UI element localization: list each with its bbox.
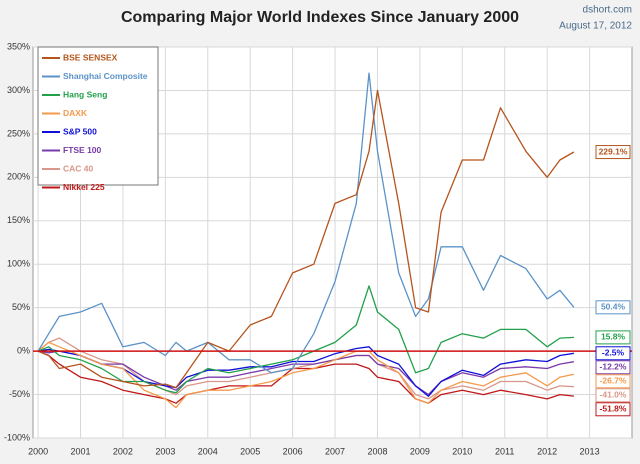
end-label-box [595,145,631,160]
x-tick-label: 2009 [410,446,430,456]
x-tick-label: 2008 [367,446,387,456]
legend-box [37,46,159,186]
end-label-box [595,346,631,361]
x-tick-label: 2000 [28,446,48,456]
x-tick-label: 2012 [537,446,557,456]
y-tick-label: -100% [4,432,30,442]
y-tick-label: 300% [7,85,30,95]
end-label-box [595,360,631,375]
end-label-box [595,330,631,345]
end-label-box [595,388,631,403]
legend-label: CAC 40 [63,163,94,173]
y-tick-label: 200% [7,172,30,182]
x-tick-label: 2001 [70,446,90,456]
legend-label: DAXK [63,108,88,118]
y-tick-label: 50% [12,302,30,312]
x-tick-label: 2007 [325,446,345,456]
end-label: 15.8% [601,332,626,342]
source: dshort.com [583,5,632,16]
end-label-box [595,402,631,417]
x-tick-label: 2010 [452,446,472,456]
date: August 17, 2012 [559,21,632,32]
y-tick-label: 250% [7,128,30,138]
series-line [37,341,575,409]
y-tick-label: 350% [7,41,30,51]
end-label: -12.2% [600,362,627,372]
x-tick-label: 2002 [113,446,133,456]
end-label-box [595,300,631,315]
end-label: -26.7% [600,376,627,386]
x-tick-label: 2006 [283,446,303,456]
series-line [37,72,575,374]
series-line [37,350,575,396]
chart-title: Comparing Major World Indexes Since Janu… [121,9,519,26]
x-tick-label: 2013 [580,446,600,456]
series-line [37,89,575,389]
y-tick-label: 150% [7,215,30,225]
x-tick-label: 2004 [198,446,218,456]
legend-label: Nikkei 225 [63,182,105,192]
x-tick-label: 2005 [240,446,260,456]
end-label: 50.4% [601,302,626,312]
legend-label: Shanghai Composite [63,71,148,81]
end-label: 229.1% [599,146,628,156]
end-label: -2.5% [602,348,625,358]
x-tick-label: 2003 [155,446,175,456]
legend-label: FTSE 100 [63,145,102,155]
end-label: -41.0% [600,390,627,400]
y-tick-label: 0% [17,345,30,355]
legend-label: BSE SENSEX [63,52,118,62]
end-label: -51.8% [600,404,627,414]
legend-label: Hang Seng [63,89,107,99]
y-tick-label: -50% [9,389,30,399]
end-label-box [595,374,631,389]
y-tick-label: 100% [7,259,30,269]
legend-label: S&P 500 [63,126,97,136]
x-tick-label: 2011 [495,446,514,456]
